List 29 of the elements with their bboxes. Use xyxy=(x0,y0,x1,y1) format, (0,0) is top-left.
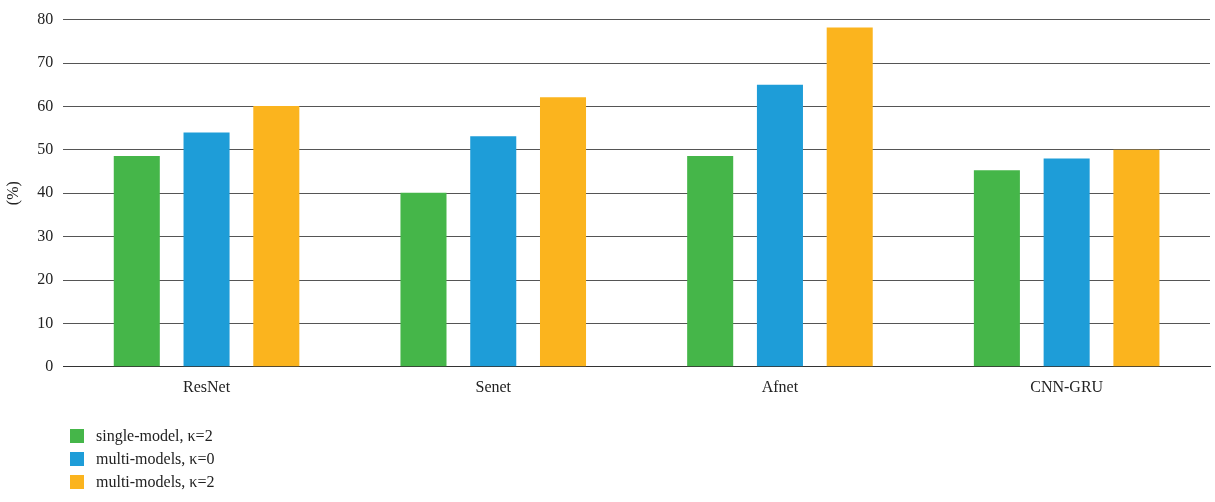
bar xyxy=(113,155,160,367)
bar xyxy=(756,84,803,367)
y-tick-label: 80 xyxy=(37,9,54,27)
bar xyxy=(973,170,1020,367)
legend-label: multi-models, κ=0 xyxy=(96,449,215,468)
legend-label: single-model, κ=2 xyxy=(96,426,213,445)
y-tick-label: 0 xyxy=(45,357,54,374)
y-tick-label: 20 xyxy=(37,270,54,288)
bar xyxy=(183,132,230,367)
bar xyxy=(687,155,734,367)
y-tick-label: 10 xyxy=(37,313,54,331)
bar xyxy=(539,97,587,367)
x-tick-label: CNN-GRU xyxy=(1030,377,1104,395)
x-tick-label: Afnet xyxy=(761,377,799,395)
y-tick-label: 40 xyxy=(37,183,54,201)
y-tick-label: 30 xyxy=(37,226,54,244)
x-tick-label: Senet xyxy=(475,377,512,395)
y-tick-label: 50 xyxy=(37,140,54,157)
y-axis-title: (%) xyxy=(3,181,22,206)
bar xyxy=(826,27,873,367)
y-tick-label: 60 xyxy=(37,96,54,114)
bar xyxy=(470,136,517,367)
legend-label: multi-models, κ=2 xyxy=(96,472,215,491)
bar xyxy=(1113,149,1160,367)
x-tick-label: ResNet xyxy=(183,377,231,395)
bar xyxy=(1043,158,1090,367)
bar xyxy=(400,192,447,367)
bar xyxy=(253,105,300,367)
y-tick-label: 70 xyxy=(37,53,54,71)
